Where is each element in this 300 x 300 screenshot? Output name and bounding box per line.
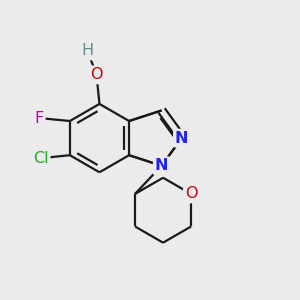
Text: O: O — [90, 68, 103, 82]
Text: H: H — [82, 44, 94, 59]
Text: N: N — [155, 158, 168, 173]
Text: N: N — [175, 130, 188, 146]
Text: Cl: Cl — [33, 151, 49, 166]
Text: F: F — [34, 110, 44, 125]
Text: O: O — [185, 187, 197, 202]
